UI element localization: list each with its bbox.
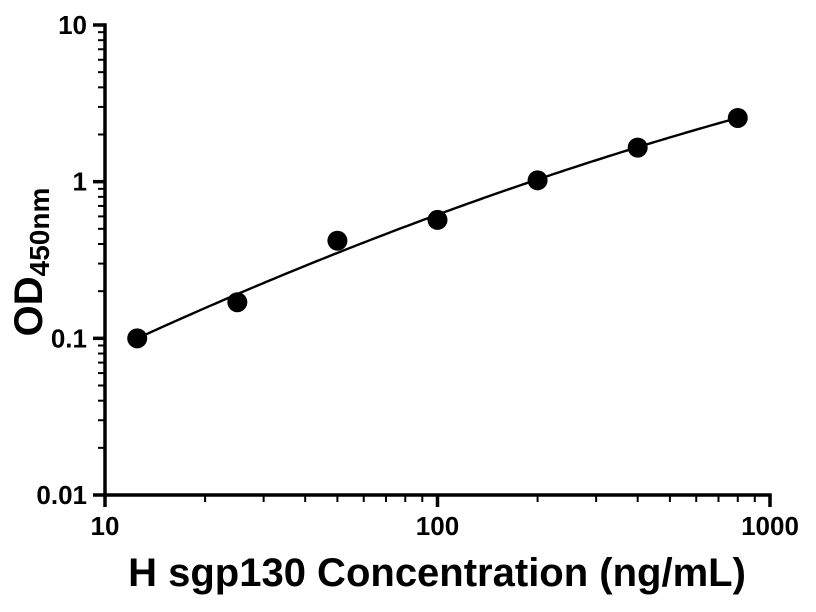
y-tick-label: 0.01: [36, 480, 87, 510]
data-point: [527, 170, 548, 191]
y-axis-label-main: OD: [7, 276, 51, 336]
series: [127, 107, 748, 349]
axes: [103, 23, 772, 497]
x-tick-label: 100: [416, 511, 459, 541]
data-point: [627, 137, 648, 158]
y-tick-label: 1: [73, 167, 87, 197]
data-point: [727, 107, 748, 128]
x-tick-label: 10: [91, 511, 120, 541]
y-tick-label: 10: [58, 10, 87, 40]
y-axis-label: OD450nm: [7, 188, 55, 337]
data-point: [227, 292, 248, 313]
x-tick-label: 1000: [741, 511, 799, 541]
data-point: [327, 230, 348, 251]
ticks: [93, 23, 772, 507]
x-axis-label: H sgp130 Concentration (ng/mL): [128, 551, 746, 595]
y-tick-label: 0.1: [51, 323, 87, 353]
data-point: [427, 209, 448, 230]
data-point: [127, 328, 148, 349]
tick-labels: 10 100 1000 0.01 0.1 1 10: [36, 10, 799, 541]
y-axis-label-sub: 450nm: [24, 188, 55, 277]
